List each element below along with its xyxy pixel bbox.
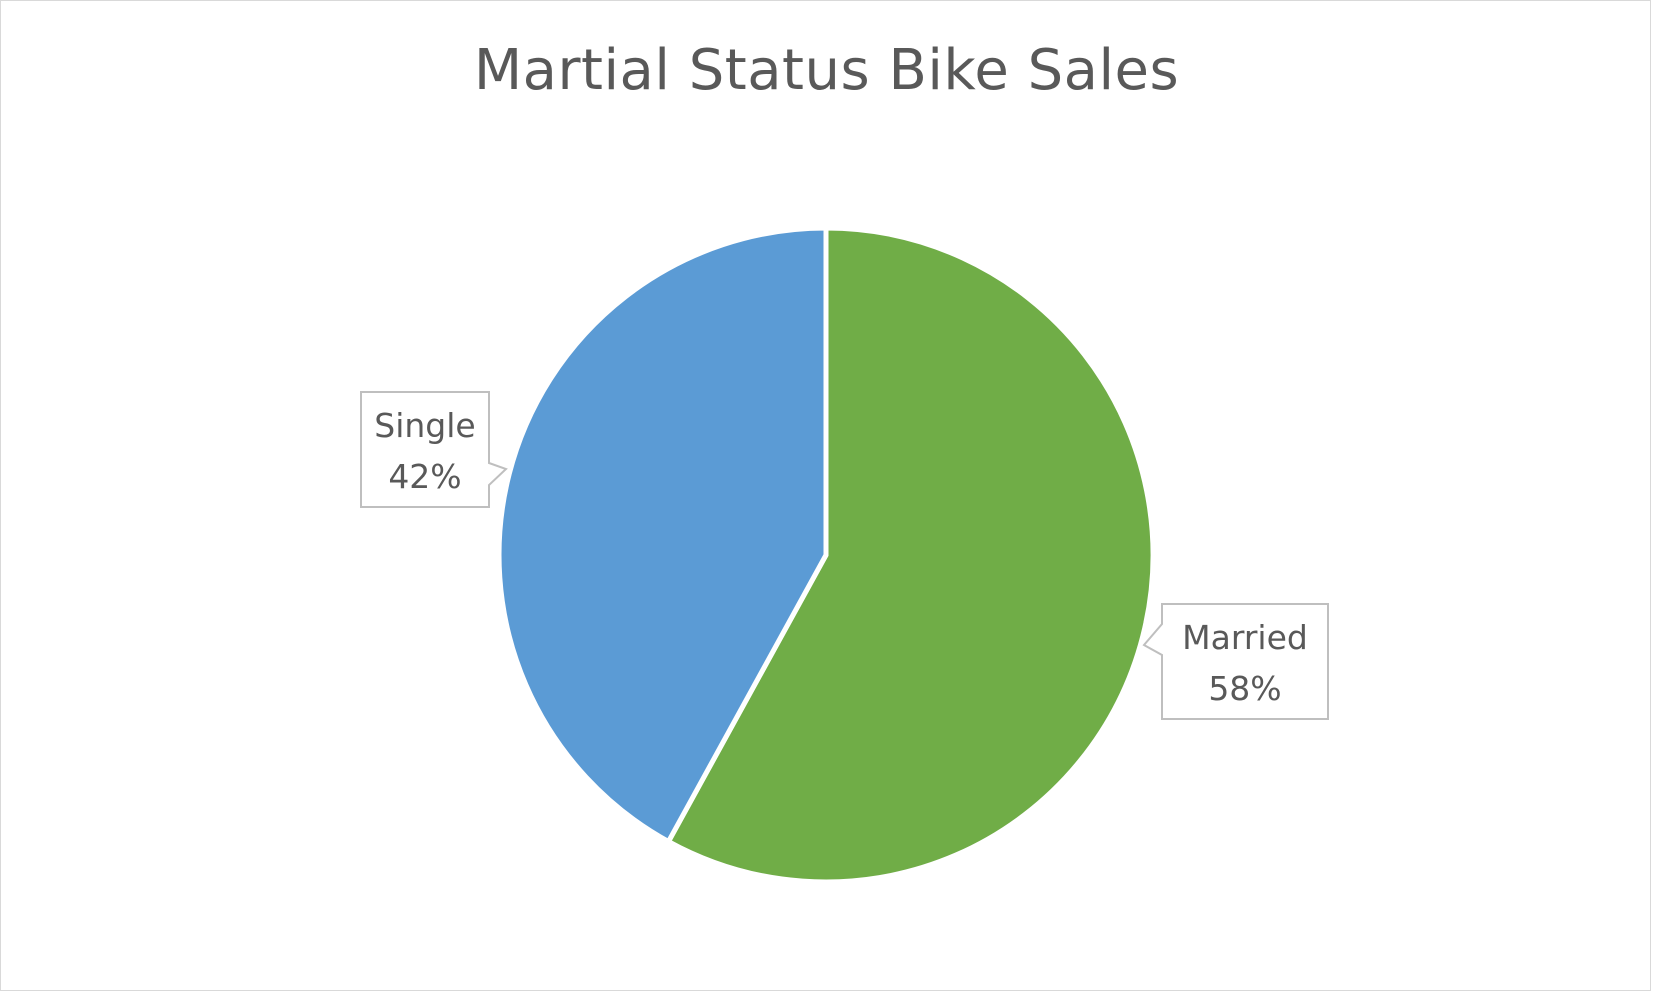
chart-title: Martial Status Bike Sales [473,38,1180,103]
data-label-value: 42% [388,457,461,496]
callout-box-married [1142,603,1329,720]
data-label-category: Single [374,406,475,445]
pie-slice-single [496,225,829,845]
pie-slices [496,225,1156,885]
data-label-category: Married [1182,618,1308,657]
pie-slice-married [665,225,1156,885]
callout-box-single [360,391,508,508]
data-label-value: 58% [1208,669,1281,708]
data-label-callouts: Single 42% Married 58% [360,391,1329,720]
